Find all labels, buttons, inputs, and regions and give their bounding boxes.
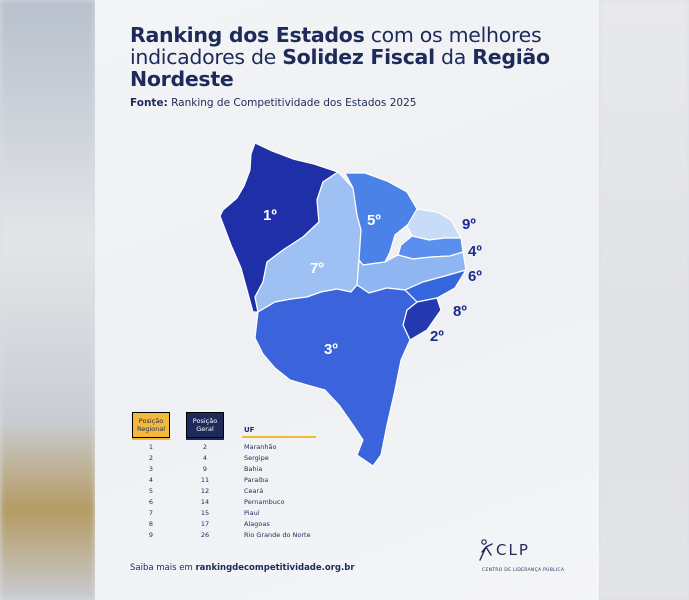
infographic-title: Ranking dos Estados com os melhores indi… (130, 24, 570, 90)
table-row: 1 2 Maranhão (132, 443, 332, 454)
state-ceara (344, 172, 418, 266)
cell-regional: 2 (148, 454, 154, 462)
cell-regional: 4 (148, 476, 154, 484)
table-row: 7 15 Piauí (132, 509, 332, 520)
table-row: 9 26 Rio Grande do Norte (132, 531, 332, 542)
cell-regional: 9 (148, 531, 154, 539)
header-posicao-regional: Posição Regional (132, 412, 170, 438)
table-row: 5 12 Ceará (132, 487, 332, 498)
cell-uf: Pernambuco (244, 498, 285, 506)
source-line: Fonte: Ranking de Competitividade dos Es… (130, 97, 416, 109)
title-part-3: Solidez Fiscal (282, 45, 435, 69)
header-uf: UF (244, 426, 255, 434)
cell-geral: 26 (200, 531, 210, 539)
clp-logo-name: CLP (496, 541, 530, 559)
cell-uf: Ceará (244, 487, 264, 495)
footer-prefix: Saiba mais em (130, 563, 196, 573)
map-label-piaui: 7º (310, 260, 324, 277)
infographic-poster: Ranking dos Estados com os melhores indi… (95, 0, 599, 600)
clp-figure-icon (479, 539, 493, 561)
header-uf-underline (242, 436, 316, 438)
map-label-bahia: 3º (324, 341, 338, 358)
map-label-rn: 9º (462, 216, 476, 233)
title-part-4: da (434, 45, 473, 69)
clp-logo-subtitle: CENTRO DE LIDERANÇA PÚBLICA (482, 568, 565, 573)
cell-geral: 4 (202, 454, 208, 462)
cell-geral: 15 (200, 509, 210, 517)
cell-regional: 5 (148, 487, 154, 495)
background-blur-left (0, 0, 95, 600)
table-row: 2 4 Sergipe (132, 454, 332, 465)
map-label-alagoas: 8º (453, 303, 467, 320)
northeast-map: 1º 7º 5º 9º 4º 6º 8º 2º 3º (219, 142, 482, 467)
state-rn (406, 208, 462, 241)
cell-uf: Paraíba (244, 476, 269, 484)
state-bahia (254, 284, 418, 467)
cell-uf: Alagoas (244, 520, 270, 528)
map-label-sergipe: 2º (430, 328, 444, 345)
cell-uf: Maranhão (244, 443, 277, 451)
table-row: 3 9 Bahia (132, 465, 332, 476)
cell-geral: 11 (200, 476, 210, 484)
cell-regional: 7 (148, 509, 154, 517)
header-posicao-geral: Posição Geral (186, 412, 224, 438)
cell-geral: 2 (202, 443, 208, 451)
cell-uf: Piauí (244, 509, 260, 517)
cell-geral: 12 (200, 487, 210, 495)
footer-link[interactable]: rankingdecompetitividade.org.br (195, 563, 355, 573)
title-part-1: Ranking dos Estados (130, 23, 365, 47)
header-regional-underline (132, 438, 170, 440)
cell-uf: Sergipe (244, 454, 269, 462)
cell-regional: 1 (148, 443, 154, 451)
cell-uf: Rio Grande do Norte (244, 531, 311, 539)
source-text: Ranking de Competitividade dos Estados 2… (167, 97, 417, 109)
cell-geral: 17 (200, 520, 210, 528)
title-part-2: com os melhores indicadores de (130, 23, 542, 69)
cell-geral: 9 (202, 465, 208, 473)
title-part-5: Região Nordeste (130, 45, 550, 91)
cell-regional: 8 (148, 520, 154, 528)
cell-regional: 6 (148, 498, 154, 506)
background-blur-right (599, 0, 689, 600)
table-row: 4 11 Paraíba (132, 476, 332, 487)
footer-text: Saiba mais em rankingdecompetitividade.o… (130, 563, 355, 573)
cell-uf: Bahia (244, 465, 263, 473)
map-label-ceara: 5º (367, 212, 381, 229)
table-row: 8 17 Alagoas (132, 520, 332, 531)
map-label-maranhao: 1º (263, 207, 277, 224)
cell-regional: 3 (148, 465, 154, 473)
header-geral-underline (186, 438, 224, 440)
map-label-pernambuco: 6º (468, 268, 482, 285)
table-row: 6 14 Pernambuco (132, 498, 332, 509)
cell-geral: 14 (200, 498, 210, 506)
source-label: Fonte: (130, 97, 168, 109)
map-label-paraiba: 4º (468, 243, 482, 260)
